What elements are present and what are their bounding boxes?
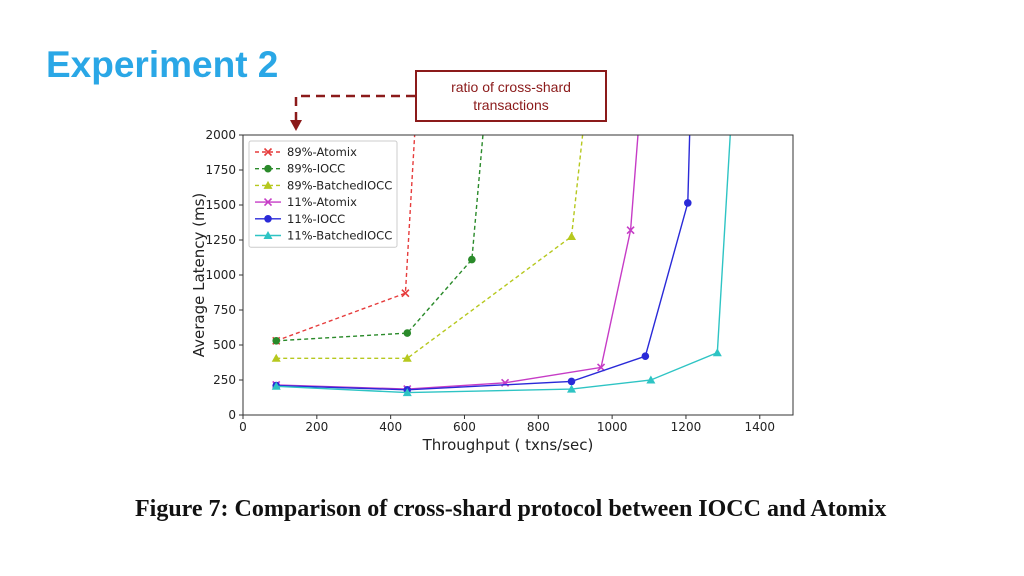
legend-swatch-marker	[263, 147, 273, 157]
data-point	[402, 353, 412, 362]
latency-throughput-chart: 0 200 400 600 800 1000 1200 1400 0 250 500 750 1000 1…	[190, 128, 794, 454]
x-tick-label: 1200	[671, 420, 702, 434]
y-tick-label: 500	[213, 338, 236, 352]
legend: 89%-Atomix 89%-IOCC 89%-BatchedIOCC 11%-Ato…	[248, 140, 398, 248]
data-point	[468, 255, 476, 264]
slide-title: Experiment 2	[46, 44, 279, 85]
y-tick-label: 1000	[205, 268, 236, 282]
data-point	[646, 375, 656, 384]
x-tick-label: 800	[527, 420, 550, 434]
legend-box	[248, 140, 398, 248]
data-point	[403, 329, 412, 337]
y-tick-label: 1250	[205, 233, 236, 247]
series-line	[275, 134, 416, 342]
legend-label: 89%-Atomix	[287, 145, 357, 159]
legend-label: 11%-IOCC	[287, 212, 345, 226]
y-tick-label: 750	[213, 303, 236, 317]
x-tick-label: 1000	[597, 420, 628, 434]
legend-swatch-marker	[263, 198, 273, 207]
data-point	[567, 377, 576, 386]
legend-swatch-marker	[264, 215, 272, 223]
series-line	[276, 134, 731, 394]
x-tick-label: 600	[453, 420, 476, 434]
series-line	[276, 134, 484, 342]
series-line	[276, 134, 584, 360]
data-point	[641, 352, 650, 360]
x-tick-label: 1400	[745, 420, 776, 434]
series-11-batchediocc	[271, 134, 731, 397]
data-point	[626, 226, 635, 235]
x-tick-label: 200	[305, 420, 328, 434]
y-tick-label: 1500	[205, 198, 236, 212]
data-point	[567, 384, 577, 393]
figure-caption: Figure 7: Comparison of cross-shard prot…	[135, 496, 887, 522]
data-point	[712, 348, 722, 357]
legend-swatch-marker	[263, 231, 273, 239]
y-axis-label: Average Latency (ms)	[190, 193, 208, 358]
legend-label: 11%-Atomix	[287, 195, 357, 209]
data-point	[567, 232, 577, 240]
data-point	[401, 289, 410, 298]
callout-arrow-line	[294, 94, 415, 122]
x-tick-label: 400	[379, 420, 402, 434]
x-tick-label: 0	[239, 420, 247, 434]
data-point	[271, 381, 281, 390]
x-axis-label: Throughput ( txns/sec)	[422, 436, 594, 454]
y-tick-label: 250	[213, 373, 236, 387]
legend-label: 89%-BatchedIOCC	[287, 178, 392, 192]
data-point	[683, 199, 692, 207]
series-89-iocc	[272, 134, 484, 345]
data-point	[402, 388, 412, 397]
y-tick-label: 1750	[205, 163, 236, 177]
series-line	[276, 134, 691, 391]
legend-swatch-marker	[264, 164, 272, 173]
data-point	[272, 337, 281, 345]
callout-arrow	[290, 94, 415, 131]
legend-swatch-marker	[263, 180, 273, 189]
series-89-batchediocc	[271, 134, 584, 362]
legend-label: 11%-BatchedIOCC	[287, 229, 392, 243]
data-point	[596, 363, 606, 372]
legend-label: 89%-IOCC	[287, 162, 345, 176]
callout-arrow-head	[290, 120, 302, 131]
data-point	[271, 353, 281, 362]
y-tick-label: 2000	[205, 128, 236, 142]
y-tick-label: 0	[228, 408, 236, 422]
callout-box: ratio of cross-shard transactions	[415, 70, 607, 122]
